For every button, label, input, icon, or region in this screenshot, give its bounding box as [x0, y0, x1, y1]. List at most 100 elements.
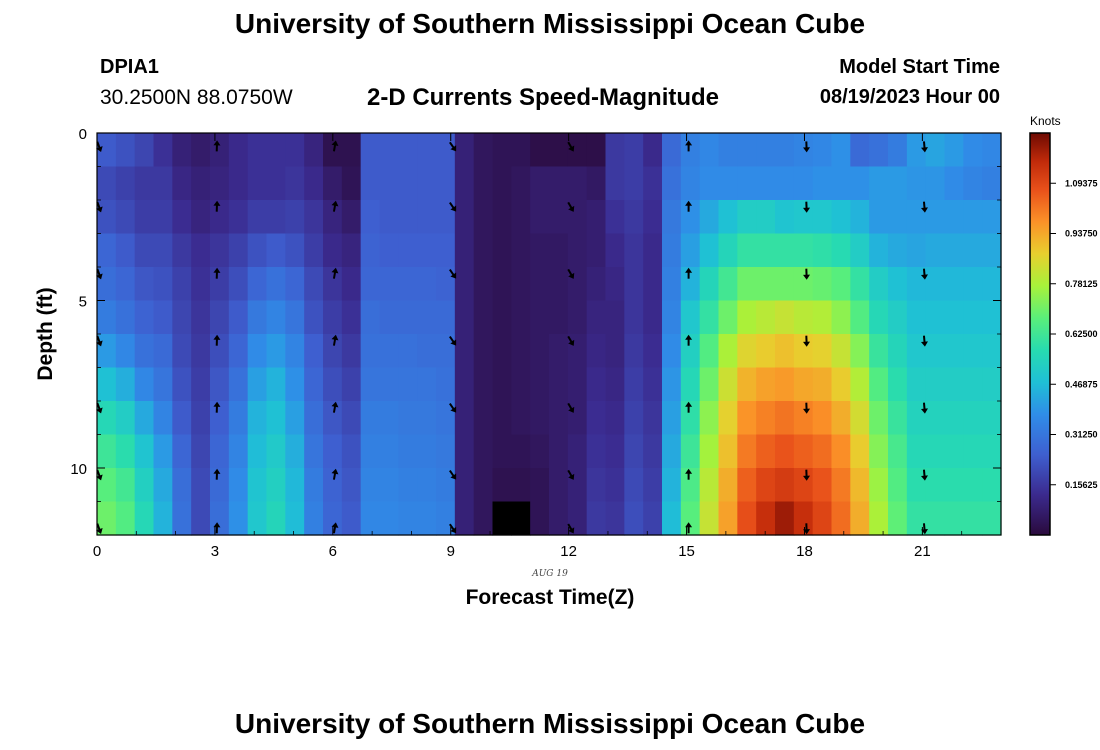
heatmap-cell	[115, 501, 136, 536]
heatmap-cell	[944, 233, 964, 268]
heatmap-cell	[134, 267, 155, 302]
heatmap-cell	[662, 200, 682, 235]
heatmap-cell	[341, 233, 362, 268]
heatmap-cell	[756, 434, 776, 469]
current-arrow	[213, 140, 221, 152]
heatmap-cell	[888, 300, 908, 335]
colorbar-tick-label: 1.09375	[1065, 178, 1098, 188]
heatmap-cell	[285, 334, 305, 369]
heatmap-cell	[341, 367, 362, 402]
heatmap-cell	[869, 501, 889, 536]
heatmap-cell	[605, 200, 625, 235]
heatmap-cell	[530, 233, 550, 268]
heatmap-cell	[379, 133, 399, 168]
heatmap-cell	[285, 501, 305, 536]
heatmap-cell	[341, 267, 362, 302]
heatmap-cell	[586, 166, 607, 201]
current-arrow	[921, 402, 928, 414]
heatmap-cell	[97, 233, 117, 268]
y-tick-label: 5	[79, 294, 87, 311]
heatmap-cell	[304, 300, 324, 335]
heatmap-cell	[304, 401, 324, 436]
heatmap-cell	[228, 200, 249, 235]
heatmap-cell	[492, 434, 512, 469]
heatmap-cell	[869, 334, 889, 369]
x-tick-label: 3	[211, 543, 219, 560]
heatmap-cell	[115, 334, 136, 369]
heatmap-cell	[963, 166, 983, 201]
heatmap-cell	[341, 200, 362, 235]
heatmap-cell	[643, 334, 663, 369]
heatmap-cell	[624, 133, 644, 168]
heatmap-cell	[756, 133, 776, 168]
heatmap-cell	[417, 300, 437, 335]
heatmap-cell	[97, 468, 117, 503]
heatmap-cell	[888, 233, 908, 268]
heatmap-cell	[228, 166, 249, 201]
heatmap-cell	[191, 501, 211, 536]
heatmap-cell	[511, 133, 531, 168]
heatmap-cell	[323, 133, 343, 168]
current-arrow	[331, 468, 339, 480]
heatmap-cell	[360, 367, 381, 402]
heatmap-cell	[775, 300, 795, 335]
colorbar-tick-label: 0.78125	[1065, 279, 1098, 289]
current-arrow	[213, 522, 221, 534]
heatmap-cell	[511, 233, 531, 268]
heatmap-cell	[247, 367, 268, 402]
heatmap-cell	[775, 501, 795, 536]
current-arrow	[567, 335, 575, 346]
heatmap-cell	[963, 200, 983, 235]
heatmap-cell	[172, 401, 192, 436]
heatmap-cell	[737, 200, 757, 235]
heatmap-cell	[285, 401, 305, 436]
heatmap-cell	[756, 267, 776, 302]
heatmap-cell	[97, 401, 117, 436]
heatmap-cell	[360, 401, 381, 436]
heatmap-cell	[172, 233, 192, 268]
heatmap-cell	[793, 300, 814, 335]
heatmap-cell	[869, 166, 889, 201]
heatmap-cell	[831, 133, 851, 168]
heatmap-cell	[228, 267, 249, 302]
heatmap-cell	[115, 468, 136, 503]
heatmap-cell	[906, 401, 927, 436]
heatmap-cell	[266, 267, 286, 302]
heatmap-cell	[586, 133, 607, 168]
heatmap-cell	[97, 367, 117, 402]
heatmap-cell	[134, 334, 155, 369]
heatmap-cell	[454, 267, 475, 302]
heatmap-cell	[718, 233, 738, 268]
heatmap-cell	[492, 267, 512, 302]
heatmap-cell	[699, 133, 720, 168]
heatmap-cell	[718, 434, 738, 469]
heatmap-cell	[586, 434, 607, 469]
heatmap-cell	[473, 200, 494, 235]
heatmap-cell	[530, 367, 550, 402]
heatmap-cell	[228, 233, 249, 268]
heatmap-cell	[699, 434, 720, 469]
heatmap-cell	[944, 468, 964, 503]
heatmap-cell	[831, 434, 851, 469]
heatmap-cell	[379, 267, 399, 302]
heatmap-cell	[850, 468, 870, 503]
heatmap-cell	[793, 200, 814, 235]
heatmap-cell	[492, 334, 512, 369]
heatmap-cell	[699, 334, 720, 369]
heatmap-cell	[831, 334, 851, 369]
current-arrow	[96, 402, 103, 414]
heatmap-cell	[115, 200, 136, 235]
heatmap-cell	[869, 434, 889, 469]
heatmap-cell	[228, 401, 249, 436]
heatmap-cell	[210, 233, 230, 268]
heatmap-cell	[417, 200, 437, 235]
current-arrow	[96, 469, 103, 481]
heatmap-cell	[210, 401, 230, 436]
heatmap-cell	[436, 367, 456, 402]
current-arrow	[921, 268, 928, 280]
heatmap-cell	[191, 267, 211, 302]
heatmap-cell	[643, 401, 663, 436]
heatmap-cell	[793, 501, 814, 536]
heatmap-cell	[982, 233, 1002, 268]
heatmap-cell	[963, 401, 983, 436]
